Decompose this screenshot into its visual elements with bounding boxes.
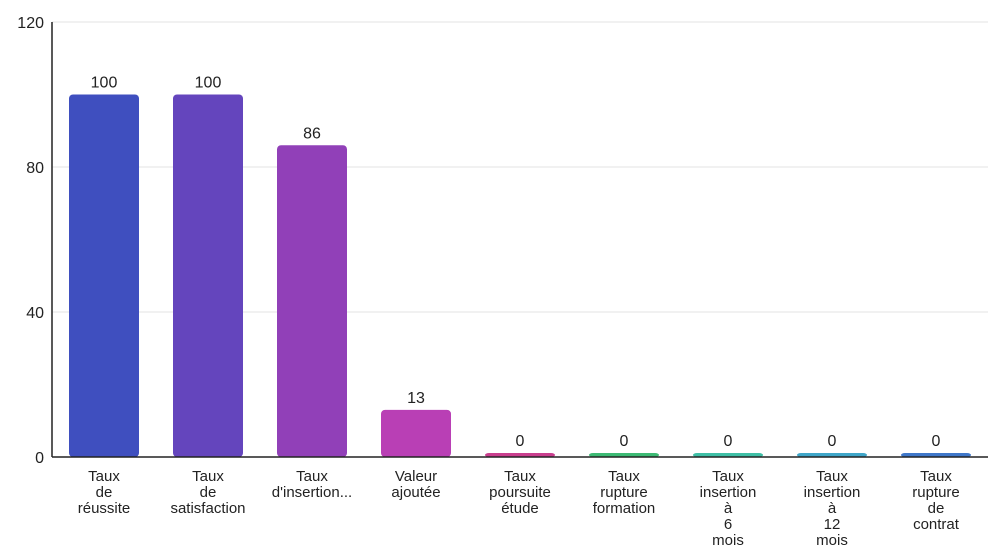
bar-4[interactable] [381, 409, 451, 457]
category-label-9: Taux rupture de contrat [912, 468, 960, 533]
bar-2[interactable] [173, 94, 243, 458]
y-tick-label-0: 0 [35, 450, 44, 467]
category-label-3: Taux d'insertion... [272, 468, 352, 501]
category-label-5: Taux poursuite étude [489, 468, 551, 517]
bar-1[interactable] [69, 94, 139, 458]
value-label-3: 86 [303, 125, 321, 142]
bar-3[interactable] [277, 145, 347, 457]
category-label-1: Taux de réussite [78, 468, 131, 517]
category-label-2: Taux de satisfaction [170, 468, 245, 517]
value-label-4: 13 [407, 390, 425, 407]
bar-9[interactable] [901, 453, 971, 457]
y-tick-label-80: 80 [26, 160, 44, 177]
value-label-5: 0 [516, 433, 525, 450]
category-label-6: Taux rupture formation [593, 468, 656, 517]
bar-5[interactable] [485, 453, 555, 457]
bar-7[interactable] [693, 453, 763, 457]
category-label-8: Taux insertion à 12 mois [804, 468, 861, 549]
value-label-8: 0 [828, 433, 837, 450]
y-axis-ticks: 0 40 80 120 [17, 15, 44, 467]
value-label-2: 100 [195, 75, 222, 92]
value-label-7: 0 [724, 433, 733, 450]
value-labels: 100 100 86 13 0 0 0 0 0 [91, 75, 941, 451]
value-label-1: 100 [91, 75, 118, 92]
bar-6[interactable] [589, 453, 659, 457]
y-tick-label-40: 40 [26, 305, 44, 322]
value-label-9: 0 [932, 433, 941, 450]
x-axis-labels: Taux de réussite Taux de satisfaction Taux d'in… [78, 468, 960, 549]
category-label-7: Taux insertion à 6 mois [700, 468, 757, 549]
value-label-6: 0 [620, 433, 629, 450]
bars [69, 94, 971, 458]
bar-8[interactable] [797, 453, 867, 457]
y-tick-label-120: 120 [17, 15, 44, 32]
category-label-4: Valeur ajoutée [391, 468, 440, 501]
